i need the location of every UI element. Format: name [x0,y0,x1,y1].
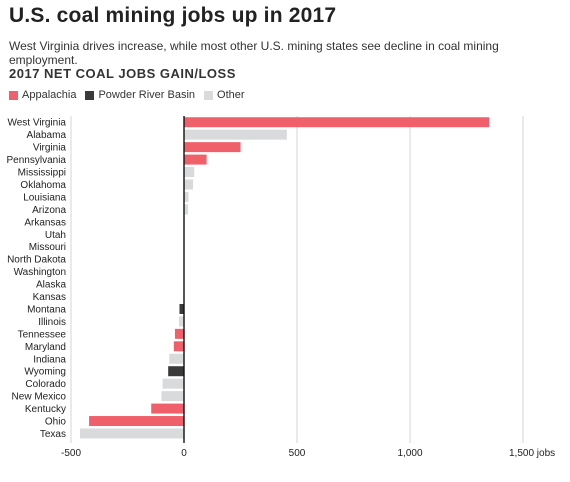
category-label: Illinois [38,317,66,328]
bar-ohio [89,416,184,427]
category-label: Pennsylvania [7,155,67,166]
bar-indiana [169,353,184,364]
bar-illinois [179,316,184,327]
category-label: Washington [14,267,66,278]
category-label: Utah [45,230,66,241]
category-label: Kansas [33,292,66,303]
category-label: Montana [27,304,66,315]
category-label: Virginia [33,143,67,154]
category-label: Tennessee [18,329,67,340]
legend-label-appalachia: Appalachia [22,89,77,101]
bar-montana [179,303,184,314]
category-label: Mississippi [18,168,66,179]
x-tick-label: 0 [181,448,187,459]
bar-west-virginia [184,117,490,128]
category-label: Maryland [25,342,66,353]
category-label: Arizona [32,205,66,216]
legend-label-other: Other [217,89,245,101]
category-label: Oklahoma [20,180,66,191]
bar-new-mexico [161,391,184,402]
legend-item-powder-river-basin: Powder River Basin [85,89,195,101]
bar-mississippi [184,167,195,178]
legend-item-appalachia: Appalachia [9,89,76,101]
page-title: U.S. coal mining jobs up in 2017 [9,4,337,27]
bar-louisiana [184,191,189,202]
category-label: Alaska [36,280,66,291]
legend: Appalachia Powder River Basin Other [9,89,254,101]
category-label: North Dakota [7,255,66,266]
bar-colorado [162,378,184,389]
category-label: Colorado [25,379,66,390]
category-label: Arkansas [24,217,66,228]
bar-virginia [184,142,241,153]
category-label: Indiana [33,354,66,365]
chart-title: 2017 NET COAL JOBS GAIN/LOSS [9,66,236,81]
x-tick-label: -500 [61,448,81,459]
legend-swatch-other [204,90,214,100]
legend-label-powder-river-basin: Powder River Basin [98,89,196,101]
x-tick-label: 500 [289,448,306,459]
bar-pennsylvania [184,154,207,165]
legend-swatch-powder-river-basin [85,90,95,100]
page-subtitle: West Virginia drives increase, while mos… [9,39,499,67]
category-label: New Mexico [12,392,67,403]
bar-wyoming [168,366,184,377]
legend-swatch-appalachia [9,90,18,100]
bar-oklahoma [184,179,194,190]
category-label: Missouri [29,242,66,253]
bar-texas [80,428,184,439]
bar-kentucky [151,403,184,414]
category-label: Texas [40,429,66,440]
legend-item-other: Other [204,89,245,101]
bar-alabama [184,129,287,140]
bar-maryland [173,341,184,352]
category-label: Ohio [45,417,67,428]
category-label: Wyoming [24,367,66,378]
category-label: Kentucky [25,404,66,415]
category-label: Alabama [27,130,67,141]
x-tick-label: 1,000 [397,448,422,459]
category-label: West Virginia [7,118,66,129]
bar-tennessee [174,328,184,339]
x-tick-label: 1,500 jobs [509,448,555,459]
category-label: Louisiana [23,192,66,203]
bar-arizona [184,204,189,215]
